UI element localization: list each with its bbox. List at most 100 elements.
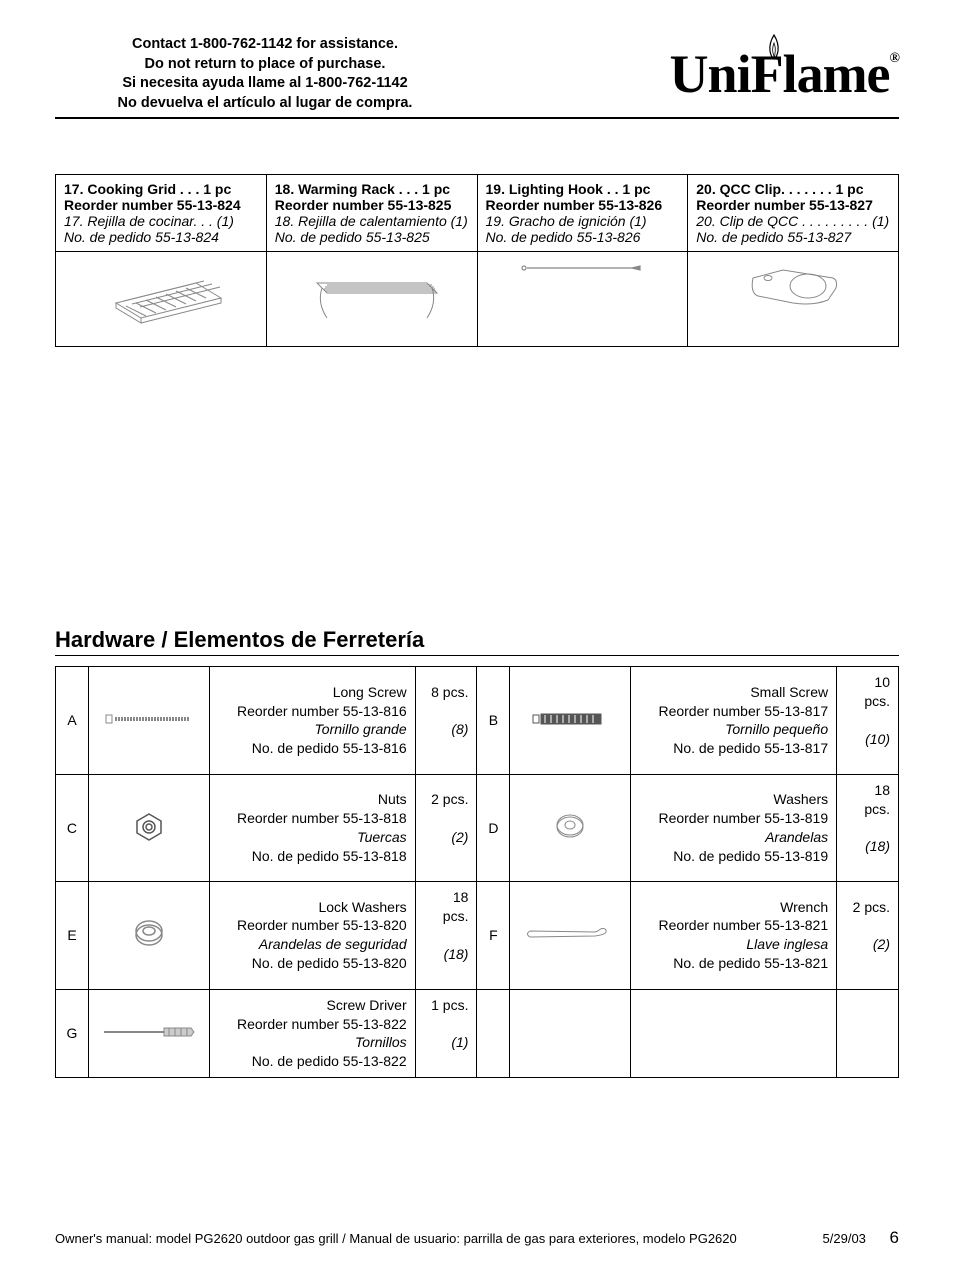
part-image-20	[688, 252, 899, 347]
contact-line-3: Si necesita ayuda llame al 1-800-762-114…	[55, 74, 475, 94]
hw-letter: F	[477, 882, 510, 989]
hw-name-en: Small Screw	[639, 683, 828, 702]
hw-text-d: Washers Reorder number 55-13-819 Arandel…	[631, 774, 837, 881]
hw-qty-es: (18)	[845, 837, 890, 856]
hw-qty-b: 10 pcs. (10)	[837, 667, 899, 774]
part-name-en: 17. Cooking Grid . . . 1 pc	[64, 181, 258, 197]
part-name-es: 17. Rejilla de cocinar. . . (1)	[64, 213, 258, 229]
hw-qty-es: (2)	[845, 935, 890, 954]
part-name-en: 20. QCC Clip. . . . . . . 1 pc	[696, 181, 890, 197]
hw-reorder-es: No. de pedido 55-13-818	[218, 847, 407, 866]
hw-image-a	[88, 667, 209, 774]
hw-image-b	[510, 667, 631, 774]
hw-reorder-en: Reorder number 55-13-819	[639, 809, 828, 828]
part-reorder-en: Reorder number 55-13-826	[486, 197, 680, 213]
hw-text-b: Small Screw Reorder number 55-13-817 Tor…	[631, 667, 837, 774]
hw-qty-en: 2 pcs.	[424, 790, 469, 809]
part-reorder-en: Reorder number 55-13-827	[696, 197, 890, 213]
hardware-row-cd: C Nuts Reorder number 55-13-818 Tuercas …	[56, 774, 899, 881]
hw-name-es: Tornillo pequeño	[639, 720, 828, 739]
hw-reorder-en: Reorder number 55-13-817	[639, 702, 828, 721]
lock-washer-icon	[129, 916, 169, 951]
hw-qty-d: 18 pcs. (18)	[837, 774, 899, 881]
hw-reorder-es: No. de pedido 55-13-822	[218, 1052, 407, 1071]
hw-reorder-es: No. de pedido 55-13-821	[639, 954, 828, 973]
part-name-es: 19. Gracho de ignición (1)	[486, 213, 680, 229]
part-image-17	[56, 252, 267, 347]
hw-empty-letter	[477, 989, 510, 1078]
hw-text-c: Nuts Reorder number 55-13-818 Tuercas No…	[209, 774, 415, 881]
hw-reorder-en: Reorder number 55-13-821	[639, 916, 828, 935]
part-reorder-es: No. de pedido 55-13-825	[275, 229, 469, 245]
page-number: 6	[890, 1228, 899, 1247]
hw-text-a: Long Screw Reorder number 55-13-816 Torn…	[209, 667, 415, 774]
part-cell-19: 19. Lighting Hook . . 1 pc Reorder numbe…	[477, 175, 688, 252]
part-reorder-en: Reorder number 55-13-825	[275, 197, 469, 213]
hw-qty-es: (8)	[424, 720, 469, 739]
logo-registered-icon: ®	[890, 51, 899, 66]
parts-header-row: 17. Cooking Grid . . . 1 pc Reorder numb…	[56, 175, 899, 252]
hw-letter: C	[56, 774, 89, 881]
part-cell-17: 17. Cooking Grid . . . 1 pc Reorder numb…	[56, 175, 267, 252]
part-reorder-es: No. de pedido 55-13-827	[696, 229, 890, 245]
uniflame-logo: UniFlame®	[670, 43, 899, 105]
hw-name-es: Tornillos	[218, 1033, 407, 1052]
hw-qty-es: (18)	[424, 945, 469, 964]
part-reorder-en: Reorder number 55-13-824	[64, 197, 258, 213]
long-screw-icon	[101, 709, 196, 729]
nut-icon	[129, 809, 169, 844]
hardware-row-ef: E Lock Washers Reorder number 55-13-820 …	[56, 882, 899, 989]
hw-image-e	[88, 882, 209, 989]
hw-qty-e: 18 pcs. (18)	[415, 882, 477, 989]
hw-image-d	[510, 774, 631, 881]
part-name-es: 18. Rejilla de calentamiento (1)	[275, 213, 469, 229]
hw-image-g	[88, 989, 209, 1078]
hw-qty-g: 1 pcs. (1)	[415, 989, 477, 1078]
hw-letter: A	[56, 667, 89, 774]
hw-name-es: Llave inglesa	[639, 935, 828, 954]
hw-reorder-es: No. de pedido 55-13-819	[639, 847, 828, 866]
hw-qty-a: 8 pcs. (8)	[415, 667, 477, 774]
hw-name-es: Arandelas	[639, 828, 828, 847]
hw-letter: B	[477, 667, 510, 774]
warming-rack-icon	[292, 258, 452, 328]
page-footer: Owner's manual: model PG2620 outdoor gas…	[55, 1228, 899, 1248]
hardware-row-g: G Screw Driver Reorder number 55-13-822 …	[56, 989, 899, 1078]
hw-name-en: Long Screw	[218, 683, 407, 702]
part-cell-20: 20. QCC Clip. . . . . . . 1 pc Reorder n…	[688, 175, 899, 252]
footer-date: 5/29/03	[823, 1231, 866, 1246]
hw-letter: E	[56, 882, 89, 989]
hw-reorder-en: Reorder number 55-13-820	[218, 916, 407, 935]
hardware-row-ab: A Long Screw Reorder number 55-13-816 To…	[56, 667, 899, 774]
hw-empty-qty	[837, 989, 899, 1078]
hw-text-f: Wrench Reorder number 55-13-821 Llave in…	[631, 882, 837, 989]
hw-image-f	[510, 882, 631, 989]
hw-qty-es: (2)	[424, 828, 469, 847]
hw-reorder-es: No. de pedido 55-13-817	[639, 739, 828, 758]
hw-qty-c: 2 pcs. (2)	[415, 774, 477, 881]
footer-text: Owner's manual: model PG2620 outdoor gas…	[55, 1231, 737, 1246]
hw-reorder-es: No. de pedido 55-13-820	[218, 954, 407, 973]
hw-letter: D	[477, 774, 510, 881]
parts-image-row	[56, 252, 899, 347]
qcc-clip-icon	[738, 258, 848, 313]
lighting-hook-icon	[512, 258, 652, 278]
hw-qty-es: (10)	[845, 730, 890, 749]
contact-line-4: No devuelva el artículo al lugar de comp…	[55, 94, 475, 114]
hw-empty-text	[631, 989, 837, 1078]
part-reorder-es: No. de pedido 55-13-826	[486, 229, 680, 245]
part-reorder-es: No. de pedido 55-13-824	[64, 229, 258, 245]
contact-block: Contact 1-800-762-1142 for assistance. D…	[55, 35, 475, 113]
page-header: Contact 1-800-762-1142 for assistance. D…	[55, 35, 899, 119]
hw-image-c	[88, 774, 209, 881]
hw-qty-en: 10 pcs.	[845, 673, 890, 711]
hw-qty-en: 1 pcs.	[424, 996, 469, 1015]
part-name-en: 19. Lighting Hook . . 1 pc	[486, 181, 680, 197]
hw-reorder-en: Reorder number 55-13-818	[218, 809, 407, 828]
wrench-icon	[520, 919, 620, 949]
hw-name-es: Arandelas de seguridad	[218, 935, 407, 954]
hw-name-en: Washers	[639, 790, 828, 809]
cooking-grid-icon	[96, 258, 226, 328]
hw-qty-en: 8 pcs.	[424, 683, 469, 702]
hw-qty-en: 18 pcs.	[845, 781, 890, 819]
